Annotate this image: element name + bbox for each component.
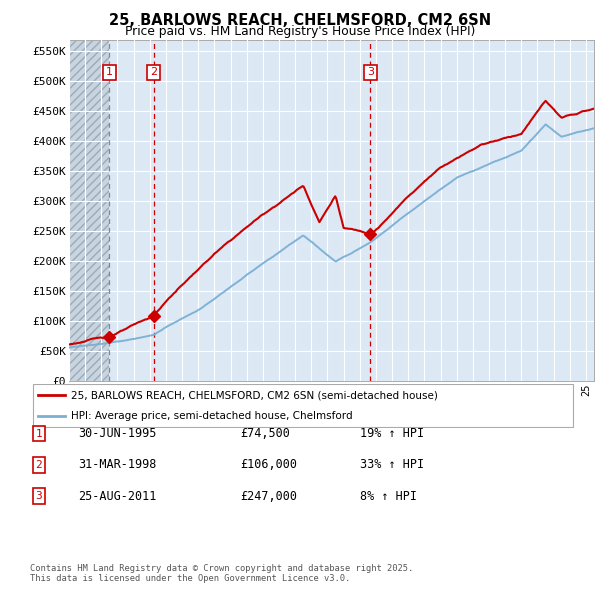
- Text: 25, BARLOWS REACH, CHELMSFORD, CM2 6SN: 25, BARLOWS REACH, CHELMSFORD, CM2 6SN: [109, 13, 491, 28]
- Text: 25-AUG-2011: 25-AUG-2011: [78, 490, 157, 503]
- Text: 2: 2: [35, 460, 43, 470]
- Text: 19% ↑ HPI: 19% ↑ HPI: [360, 427, 424, 440]
- Text: 33% ↑ HPI: 33% ↑ HPI: [360, 458, 424, 471]
- Text: 8% ↑ HPI: 8% ↑ HPI: [360, 490, 417, 503]
- Text: Price paid vs. HM Land Registry's House Price Index (HPI): Price paid vs. HM Land Registry's House …: [125, 25, 475, 38]
- FancyBboxPatch shape: [33, 385, 573, 427]
- Text: £74,500: £74,500: [240, 427, 290, 440]
- Text: 1: 1: [35, 429, 43, 438]
- Bar: [69, 40, 109, 381]
- Text: 31-MAR-1998: 31-MAR-1998: [78, 458, 157, 471]
- Text: HPI: Average price, semi-detached house, Chelmsford: HPI: Average price, semi-detached house,…: [71, 411, 353, 421]
- Text: 3: 3: [35, 491, 43, 501]
- Text: 3: 3: [367, 67, 374, 77]
- Text: £106,000: £106,000: [240, 458, 297, 471]
- Text: 1: 1: [106, 67, 113, 77]
- Text: 30-JUN-1995: 30-JUN-1995: [78, 427, 157, 440]
- Text: Contains HM Land Registry data © Crown copyright and database right 2025.
This d: Contains HM Land Registry data © Crown c…: [30, 563, 413, 583]
- Text: 25, BARLOWS REACH, CHELMSFORD, CM2 6SN (semi-detached house): 25, BARLOWS REACH, CHELMSFORD, CM2 6SN (…: [71, 391, 438, 401]
- Text: 2: 2: [150, 67, 157, 77]
- Bar: [69, 40, 109, 381]
- Text: £247,000: £247,000: [240, 490, 297, 503]
